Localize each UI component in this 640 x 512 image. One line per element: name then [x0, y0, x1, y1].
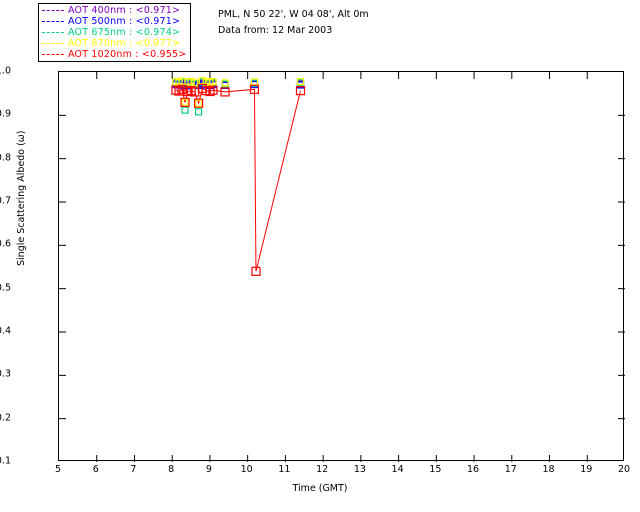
x-tick-label: 17 [504, 464, 517, 475]
legend-label: AOT 400nm : <0.971> [68, 5, 181, 16]
station-location: PML, N 50 22', W 04 08', Alt 0m [218, 9, 369, 20]
x-tick-label: 20 [617, 464, 631, 475]
legend: AOT 400nm : <0.971> AOT 500nm : <0.971> … [38, 3, 192, 62]
y-axis-title-holder: Single Scattering Albedo (ω) [16, 0, 42, 512]
data-date: Data from: 12 Mar 2003 [218, 25, 333, 36]
y-tick-label: 0.8 [0, 152, 11, 164]
x-tick-label: 10 [240, 464, 253, 475]
legend-dash-icon [42, 43, 64, 44]
x-tick-label: 9 [205, 464, 212, 475]
y-tick-label: 1.0 [0, 65, 11, 77]
legend-label: AOT 675nm : <0.974> [68, 27, 181, 38]
y-tick-label: 0.3 [0, 368, 11, 380]
x-tick-label: 6 [92, 464, 99, 475]
x-tick-label: 11 [278, 464, 291, 475]
x-axis-title: Time (GMT) [292, 483, 348, 494]
legend-dash-icon [42, 21, 64, 22]
y-tick-label: 0.7 [0, 195, 11, 207]
legend-label: AOT 500nm : <0.971> [68, 16, 181, 27]
legend-dash-icon [42, 54, 64, 55]
station-info: PML, N 50 22', W 04 08', Alt 0m Data fro… [218, 7, 369, 39]
x-tick-label: 15 [429, 464, 442, 475]
y-tick-label: 0.5 [0, 282, 11, 294]
legend-label: AOT 870nm : <0.977> [68, 38, 181, 49]
y-tick-label: 0.4 [0, 325, 11, 337]
y-tick-label: 0.6 [0, 238, 11, 250]
x-tick-label: 19 [580, 464, 593, 475]
x-tick-label: 16 [467, 464, 480, 475]
legend-entry: AOT 870nm : <0.977> [42, 38, 186, 49]
legend-entry: AOT 400nm : <0.971> [42, 5, 186, 16]
legend-label: AOT 1020nm : <0.955> [68, 49, 187, 60]
x-tick-label: 12 [316, 464, 329, 475]
legend-entry: AOT 1020nm : <0.955> [42, 49, 186, 60]
plot-canvas [59, 72, 625, 462]
legend-entry: AOT 500nm : <0.971> [42, 16, 186, 27]
x-tick-label: 18 [542, 464, 555, 475]
y-axis-title: Single Scattering Albedo (ω) [16, 130, 27, 266]
plot-frame [58, 71, 625, 462]
legend-dash-icon [42, 32, 64, 33]
x-tick-label: 5 [54, 464, 62, 475]
x-tick-label: 8 [168, 464, 175, 475]
legend-entry: AOT 675nm : <0.974> [42, 27, 186, 38]
y-tick-label: 0.1 [0, 455, 11, 467]
x-tick-label: 14 [391, 464, 404, 475]
x-tick-label: 7 [130, 464, 137, 475]
x-tick-label: 13 [353, 464, 366, 475]
y-tick-label: 0.9 [0, 108, 11, 120]
y-tick-label: 0.2 [0, 412, 11, 424]
legend-dash-icon [42, 10, 64, 11]
